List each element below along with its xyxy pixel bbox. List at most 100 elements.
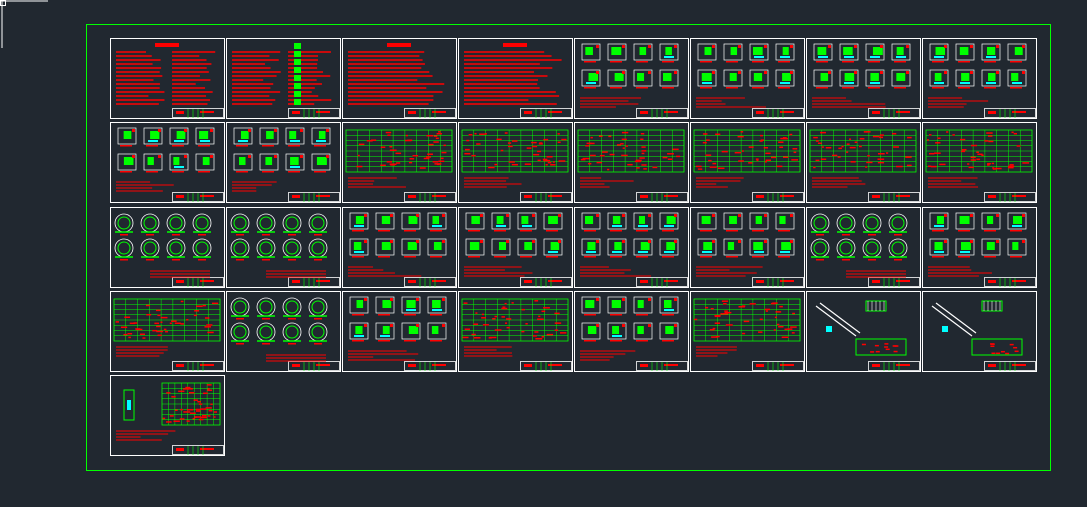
table-cell-text [165, 330, 168, 333]
detail-section [123, 131, 132, 139]
legend-swatch [294, 59, 301, 65]
detail-frame [775, 212, 795, 230]
table-cell-text [541, 336, 545, 338]
table-cell-text [557, 133, 560, 135]
table-cell-text [641, 146, 646, 148]
detail-label [778, 230, 790, 232]
drawing-sheet[interactable] [690, 38, 805, 119]
hatch [354, 251, 364, 253]
table-cell-text [179, 418, 185, 420]
detail-section [588, 73, 599, 81]
drawing-sheet[interactable] [922, 291, 1037, 372]
drawing-sheet[interactable] [110, 375, 225, 456]
hatch [586, 82, 596, 84]
dimension-mark [596, 324, 599, 327]
drawing-sheet[interactable] [458, 291, 573, 372]
detail-frame [543, 238, 563, 256]
drawing-sheet[interactable] [922, 38, 1037, 119]
table-cell-text [156, 325, 161, 328]
table-cell-text [380, 146, 386, 148]
sheet-frame [690, 38, 805, 119]
detail-label [146, 234, 154, 236]
table-cell-text [782, 156, 789, 158]
dimension-mark [712, 45, 715, 48]
dimension-mark [970, 240, 973, 243]
table-cell-text [696, 165, 702, 168]
drawing-sheet[interactable] [922, 122, 1037, 203]
drawing-sheet[interactable] [574, 38, 689, 119]
drawing-sheet[interactable] [110, 291, 225, 372]
detail-frame [749, 69, 769, 87]
table-cell-text [211, 302, 219, 305]
table-cell-text [885, 348, 890, 351]
table-cell-text [524, 163, 532, 165]
detail-frame [955, 212, 975, 230]
title-block [752, 277, 804, 287]
drawing-sheet[interactable] [110, 122, 225, 203]
hatch [354, 225, 364, 227]
detail-label [1010, 87, 1022, 89]
dimension-mark [622, 71, 625, 74]
drawing-sheet[interactable] [342, 122, 457, 203]
table-cell-text [507, 142, 512, 144]
table-cell-text [471, 333, 476, 336]
sheet-frame [806, 207, 921, 288]
drawing-sheet[interactable] [690, 291, 805, 372]
detail-section [614, 73, 624, 81]
drawing-sheet[interactable] [690, 207, 805, 288]
drawing-sheet[interactable] [806, 38, 921, 119]
drawing-sheet[interactable] [690, 122, 805, 203]
sheet-heading [155, 43, 179, 47]
table-cell-text [474, 132, 477, 135]
table-cell-text [473, 337, 481, 339]
sheet-frame [574, 207, 689, 288]
table-cell-text [672, 148, 679, 151]
title-block [752, 361, 804, 371]
drawing-sheet[interactable] [806, 207, 921, 288]
detail-section [703, 242, 713, 250]
drawing-sheet[interactable] [226, 207, 341, 288]
drawing-sheet[interactable] [110, 207, 225, 288]
table-cell-text [817, 142, 822, 145]
detail-label [262, 259, 270, 261]
detail-section [730, 47, 738, 55]
table-cell-text [709, 166, 717, 168]
detail-frame [401, 322, 421, 340]
table-cell-text [545, 164, 548, 166]
drawing-sheet[interactable] [922, 207, 1037, 288]
title-block [868, 277, 920, 287]
drawing-sheet[interactable] [574, 207, 689, 288]
table-cell-text [1013, 346, 1018, 349]
table-cell-text [738, 160, 744, 162]
table-cell-text [783, 137, 788, 140]
drawing-sheet[interactable] [342, 291, 457, 372]
dimension-mark [596, 214, 599, 217]
drawing-sheet[interactable] [226, 291, 341, 372]
drawing-sheet[interactable] [458, 38, 573, 119]
drawing-sheet[interactable] [458, 122, 573, 203]
drawing-sheet[interactable] [806, 122, 921, 203]
drawing-sheet[interactable] [574, 291, 689, 372]
drawing-sheet[interactable] [342, 207, 457, 288]
table-cell-text [385, 131, 392, 134]
table-cell-text [488, 337, 492, 339]
drawing-sheet[interactable] [226, 122, 341, 203]
detail-frame [375, 212, 395, 230]
hatch [522, 225, 532, 227]
hatch [127, 400, 131, 410]
detail-label [636, 256, 648, 258]
table-cell-text [641, 164, 647, 166]
drawing-sheet[interactable] [342, 38, 457, 119]
drawing-sheet[interactable] [110, 38, 225, 119]
drawing-sheet[interactable] [806, 291, 921, 372]
table-cell-text [764, 161, 767, 163]
detail-label [610, 340, 622, 342]
drawing-sheet[interactable] [458, 207, 573, 288]
drawing-sheet[interactable] [226, 38, 341, 119]
detail-label [288, 171, 300, 173]
detail-frame [517, 212, 537, 230]
table-cell-text [1000, 350, 1005, 353]
detail-label [378, 314, 390, 316]
drawing-sheet[interactable] [574, 122, 689, 203]
